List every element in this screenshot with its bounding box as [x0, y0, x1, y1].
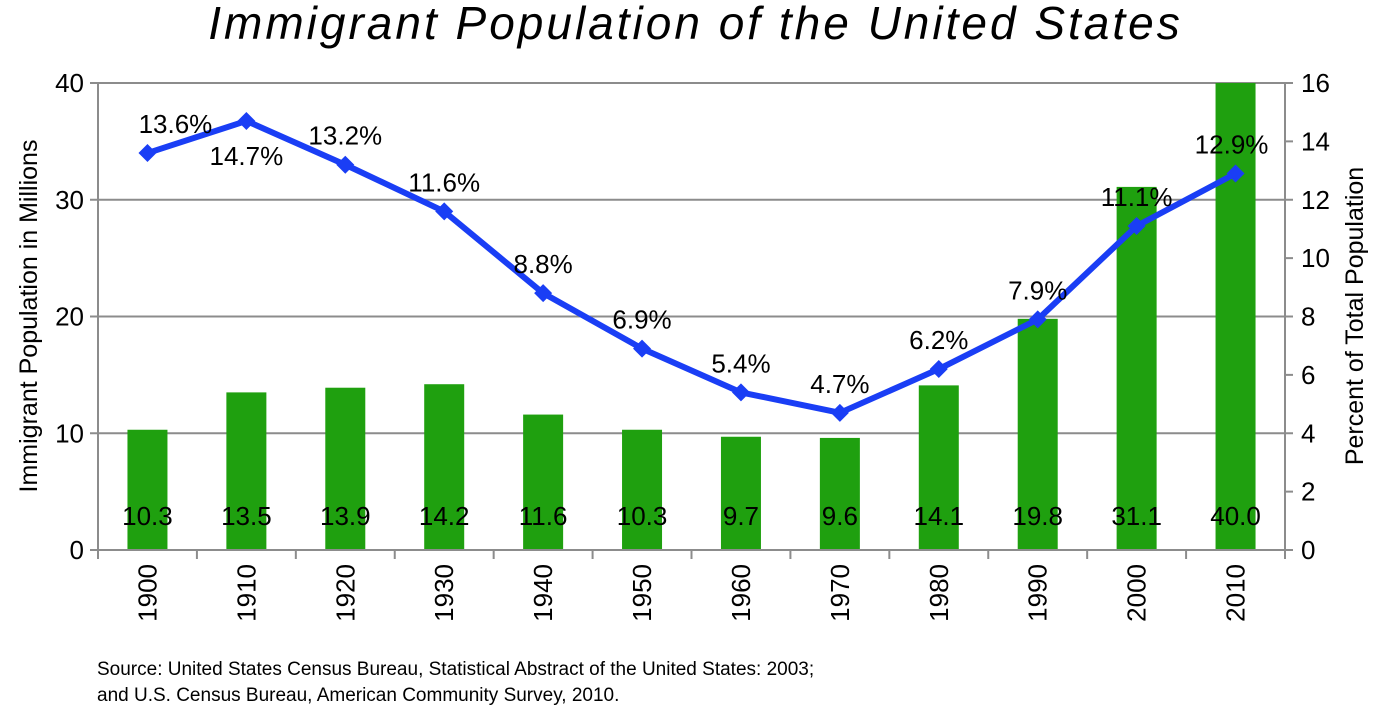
- y-tick-label-left: 0: [70, 535, 84, 565]
- percent-point: [1226, 164, 1245, 183]
- y-tick-label-left: 40: [55, 68, 84, 98]
- percent-value-label: 13.6%: [139, 109, 213, 139]
- percent-point: [435, 202, 454, 221]
- source-note: Source: United States Census Bureau, Sta…: [97, 657, 814, 709]
- bar-value-label: 9.7: [723, 501, 759, 531]
- percent-value-label: 6.9%: [612, 305, 671, 335]
- bar-value-label: 31.1: [1111, 501, 1162, 531]
- bar: [622, 429, 663, 550]
- percent-point: [633, 339, 652, 358]
- y-tick-label-right: 14: [1301, 126, 1330, 156]
- percent-point: [1127, 217, 1146, 236]
- bar-value-label: 13.5: [221, 501, 272, 531]
- axes: 0 10 20 30 40 0 2 4 6 8 10 12 14 16 1900 1910 1920 1930 19…: [55, 68, 1330, 622]
- bar-series: [127, 83, 1256, 550]
- bar: [127, 429, 168, 550]
- bar: [1215, 83, 1256, 550]
- percent-value-label: 6.2%: [909, 325, 968, 355]
- x-tick-label: 1910: [231, 564, 261, 622]
- source-line-1: Source: United States Census Bureau, Sta…: [97, 659, 815, 680]
- x-tick-label: 1980: [924, 564, 954, 622]
- y-tick-label-right: 12: [1301, 185, 1330, 215]
- bar-value-label: 14.1: [913, 501, 964, 531]
- y-axis-label-left: Immigrant Population in Millions: [15, 140, 43, 493]
- percent-value-label: 11.1%: [1101, 182, 1173, 212]
- percent-point: [336, 155, 355, 174]
- percent-point: [237, 111, 256, 130]
- bar: [523, 414, 564, 550]
- bar: [1017, 318, 1058, 550]
- y-tick-label-right: 10: [1301, 243, 1330, 273]
- bar-value-label: 14.2: [419, 501, 470, 531]
- y-tick-label-left: 30: [55, 185, 84, 215]
- x-tick-label: 1930: [429, 564, 459, 622]
- y-tick-label-right: 0: [1301, 535, 1315, 565]
- x-tick-label: 1970: [825, 564, 855, 622]
- bar: [226, 392, 267, 550]
- percent-line: [146, 117, 1237, 416]
- data-labels: 10.3 13.5 13.9 14.2 11.6 10.3 9.7 9.6 14.1 19.8 31…: [122, 109, 1268, 531]
- percent-point: [731, 383, 750, 402]
- y-tick-label-right: 6: [1301, 360, 1315, 390]
- bar-value-label: 11.6: [519, 501, 568, 531]
- percent-value-label: 4.7%: [810, 369, 869, 399]
- y-tick-label-left: 10: [55, 418, 84, 448]
- bar: [1116, 186, 1157, 550]
- bar-value-label: 40.0: [1210, 501, 1261, 531]
- gridlines: [98, 82, 1285, 435]
- x-tick-label: 1950: [627, 564, 657, 622]
- x-tick-label: 1960: [726, 564, 756, 622]
- percent-point: [830, 403, 849, 422]
- x-tick-label: 2000: [1122, 564, 1152, 622]
- x-tick-label: 2010: [1221, 564, 1251, 622]
- percent-point: [1028, 310, 1047, 329]
- bar: [819, 437, 860, 550]
- percent-value-label: 13.2%: [308, 121, 382, 151]
- bar-value-label: 19.8: [1012, 501, 1063, 531]
- bar: [720, 436, 761, 550]
- bar: [325, 387, 366, 550]
- bar-value-label: 13.9: [320, 501, 371, 531]
- x-tick-label: 1920: [330, 564, 360, 622]
- y-tick-label-right: 4: [1301, 418, 1315, 448]
- x-tick-label: 1940: [528, 564, 558, 622]
- y-tick-label-right: 8: [1301, 302, 1315, 332]
- percent-value-label: 11.6%: [408, 167, 480, 197]
- x-tick-label: 1990: [1023, 564, 1053, 622]
- bar-value-label: 10.3: [122, 501, 173, 531]
- percent-value-label: 14.7%: [210, 141, 284, 171]
- bar-value-label: 9.6: [822, 501, 858, 531]
- y-tick-label-right: 2: [1301, 477, 1315, 507]
- x-tick-label: 1900: [132, 564, 162, 622]
- chart-title: Immigrant Population of the United State…: [208, 0, 1183, 49]
- percent-value-label: 5.4%: [711, 348, 770, 378]
- percent-point: [138, 144, 157, 163]
- y-tick-label-left: 20: [55, 302, 84, 332]
- percent-value-label: 12.9%: [1195, 129, 1269, 159]
- percent-point: [534, 284, 553, 303]
- bar: [918, 385, 959, 550]
- y-tick-label-right: 16: [1301, 68, 1330, 98]
- line-series: [138, 111, 1245, 422]
- percent-value-label: 7.9%: [1008, 275, 1067, 305]
- bar-value-label: 10.3: [617, 501, 668, 531]
- source-line-2: and U.S. Census Bureau, American Communi…: [97, 685, 620, 706]
- y-axis-label-right: Percent of Total Population: [1341, 167, 1369, 465]
- percent-point: [929, 360, 948, 379]
- percent-value-label: 8.8%: [513, 249, 572, 279]
- bar: [424, 384, 465, 550]
